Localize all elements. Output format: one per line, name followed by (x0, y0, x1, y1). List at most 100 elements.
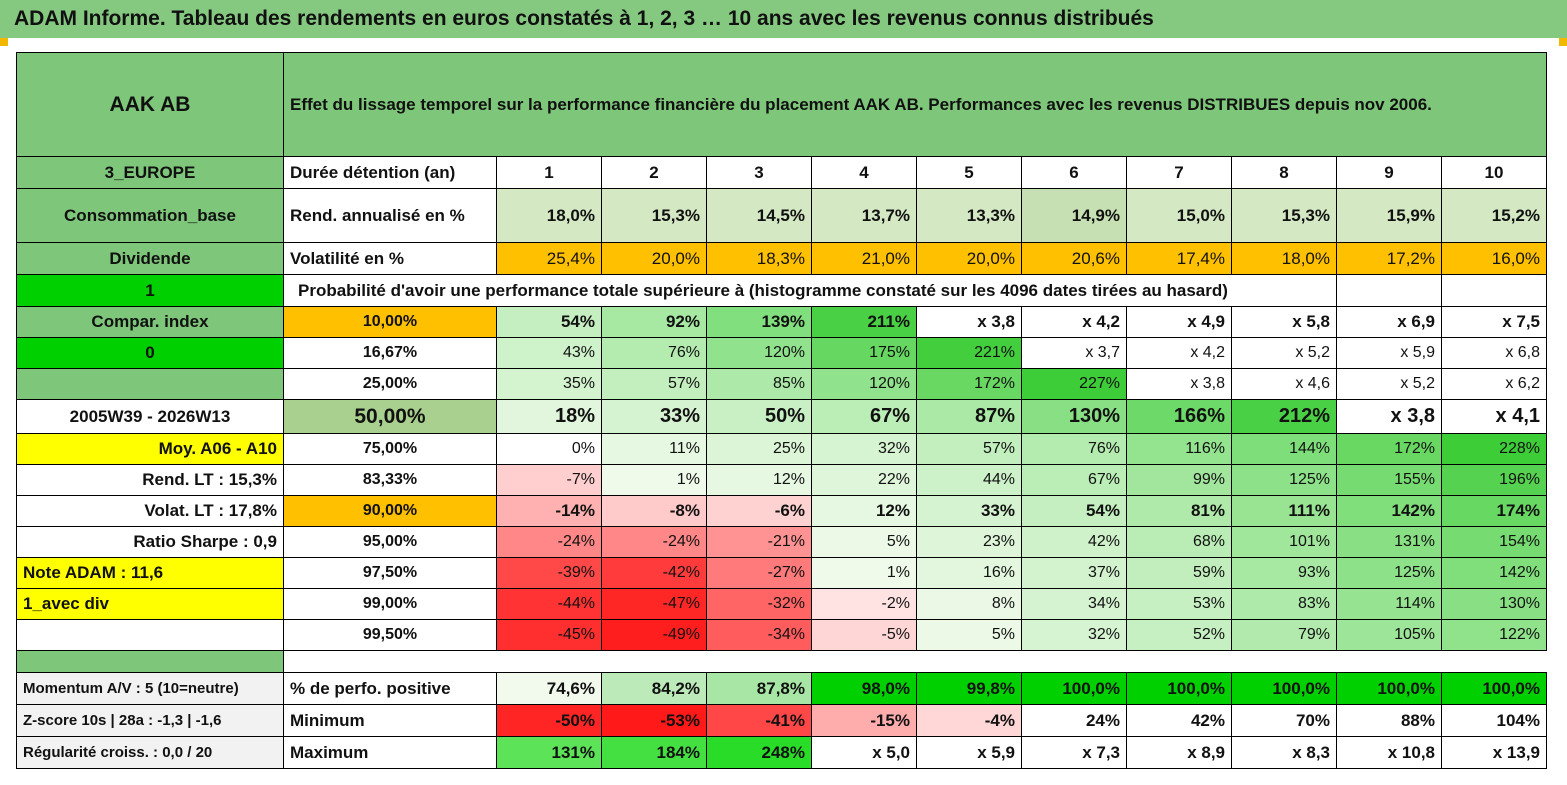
probability-value: -42% (601, 557, 707, 589)
dividend-mode-label: 1_avec div (16, 588, 284, 620)
probability-value: x 4,9 (1126, 306, 1232, 338)
probability-value: 23% (916, 526, 1022, 558)
probability-value: 11% (601, 433, 707, 465)
annual-return-value: 13,7% (811, 188, 917, 243)
probability-value: 83% (1231, 588, 1337, 620)
probability-value: x 4,2 (1126, 337, 1232, 369)
probability-value: 155% (1336, 464, 1442, 496)
probability-value: 34% (1021, 588, 1127, 620)
probability-value: -24% (601, 526, 707, 558)
probability-value: 211% (811, 306, 917, 338)
probability-value: 57% (916, 433, 1022, 465)
probability-value: x 7,5 (1441, 306, 1547, 338)
probability-value: 105% (1336, 619, 1442, 651)
positive-share-value: 99,8% (916, 672, 1022, 705)
probability-value: x 4,6 (1231, 368, 1337, 400)
probability-value: -27% (706, 557, 812, 589)
probability-value: 53% (1126, 588, 1232, 620)
probability-value: 25% (706, 433, 812, 465)
probability-value: 22% (811, 464, 917, 496)
volatility-value: 20,0% (916, 242, 1022, 275)
year-header: 1 (496, 156, 602, 189)
minimum-value: -41% (706, 704, 812, 737)
long-term-return-label: Rend. LT : 15,3% (16, 464, 284, 496)
maximum-value: x 7,3 (1021, 736, 1127, 769)
minimum-value: -4% (916, 704, 1022, 737)
probability-value: 0% (496, 433, 602, 465)
probability-value: 79% (1231, 619, 1337, 651)
minimum-value: -15% (811, 704, 917, 737)
year-header: 9 (1336, 156, 1442, 189)
spacer-cell (16, 650, 284, 673)
positive-share-value: 74,6% (496, 672, 602, 705)
probability-value: 35% (496, 368, 602, 400)
probability-threshold: 97,50% (283, 557, 497, 589)
positive-share-value: 100,0% (1126, 672, 1232, 705)
maximum-value: x 5,0 (811, 736, 917, 769)
probability-value: -34% (706, 619, 812, 651)
adam-score-label: Note ADAM : 11,6 (16, 557, 284, 589)
probability-value: 33% (916, 495, 1022, 527)
volatility-value: 20,0% (601, 242, 707, 275)
probability-value: 174% (1441, 495, 1547, 527)
probability-value: 12% (811, 495, 917, 527)
probability-threshold: 50,00% (283, 399, 497, 434)
probability-value: 50% (706, 399, 812, 434)
probability-value: 172% (1336, 433, 1442, 465)
probability-value: 52% (1126, 619, 1232, 651)
probability-value: -47% (601, 588, 707, 620)
asset-name: AAK AB (16, 52, 284, 157)
probability-value: 212% (1231, 399, 1337, 434)
annual-return-value: 15,0% (1126, 188, 1232, 243)
probability-value: 67% (811, 399, 917, 434)
positive-share-value: 100,0% (1336, 672, 1442, 705)
annual-return-label: Rend. annualisé en % (283, 188, 497, 243)
positive-share-value: 87,8% (706, 672, 812, 705)
probability-value: x 3,8 (916, 306, 1022, 338)
probability-value: 125% (1336, 557, 1442, 589)
minimum-value: -50% (496, 704, 602, 737)
year-header: 4 (811, 156, 917, 189)
flag-one: 1 (16, 274, 284, 307)
empty-cell (16, 368, 284, 400)
probability-value: 54% (496, 306, 602, 338)
year-header: 10 (1441, 156, 1547, 189)
year-header: 5 (916, 156, 1022, 189)
probability-value: 99% (1126, 464, 1232, 496)
maximum-value: 131% (496, 736, 602, 769)
year-header: 3 (706, 156, 812, 189)
probability-value: 196% (1441, 464, 1547, 496)
annual-return-value: 18,0% (496, 188, 602, 243)
probability-value: x 5,2 (1336, 368, 1442, 400)
maximum-value: 184% (601, 736, 707, 769)
probability-value: x 6,2 (1441, 368, 1547, 400)
probability-value: 172% (916, 368, 1022, 400)
probability-value: 5% (811, 526, 917, 558)
probability-value: 228% (1441, 433, 1547, 465)
probability-threshold: 10,00% (283, 306, 497, 338)
corner-marker-right (1559, 38, 1567, 46)
table-description: Effet du lissage temporel sur la perform… (283, 52, 1547, 157)
probability-threshold: 99,00% (283, 588, 497, 620)
probability-value: 93% (1231, 557, 1337, 589)
region-label: 3_EUROPE (16, 156, 284, 189)
year-header: 6 (1021, 156, 1127, 189)
probability-value: x 6,9 (1336, 306, 1442, 338)
probability-value: 175% (811, 337, 917, 369)
probability-value: 114% (1336, 588, 1442, 620)
annual-return-value: 14,5% (706, 188, 812, 243)
annual-return-value: 15,9% (1336, 188, 1442, 243)
probability-value: 87% (916, 399, 1022, 434)
probability-threshold: 83,33% (283, 464, 497, 496)
maximum-value: x 8,3 (1231, 736, 1337, 769)
probability-value: 8% (916, 588, 1022, 620)
probability-value: 142% (1336, 495, 1442, 527)
probability-value: x 5,9 (1336, 337, 1442, 369)
empty-cell (1441, 274, 1547, 307)
probability-value: 76% (601, 337, 707, 369)
probability-value: -45% (496, 619, 602, 651)
compar-index-label: Compar. index (16, 306, 284, 338)
volatility-value: 18,0% (1231, 242, 1337, 275)
probability-value: 144% (1231, 433, 1337, 465)
probability-value: x 4,2 (1021, 306, 1127, 338)
